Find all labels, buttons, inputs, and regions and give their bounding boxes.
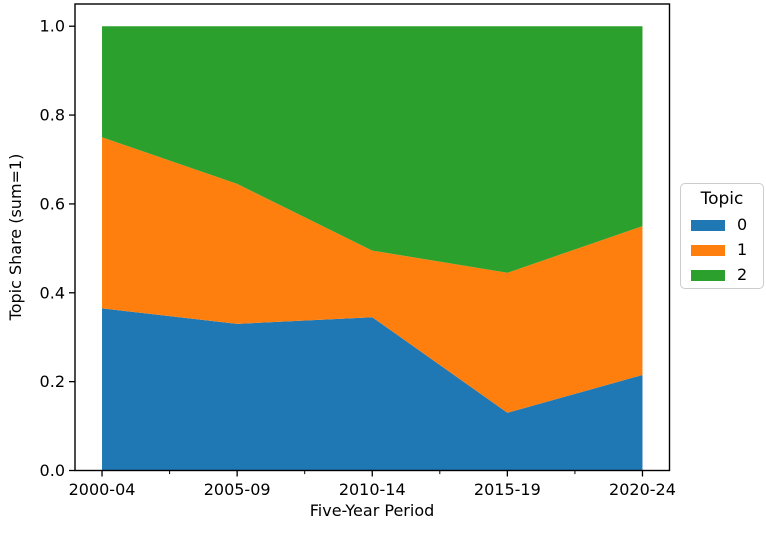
legend-swatch-topic-2 xyxy=(691,269,725,281)
legend-entry-topic-1: 1 xyxy=(691,242,753,258)
axis-tick-labels: 2000-04 2005-09 2010-14 2015-19 2020-24 0.0 0.… xyxy=(40,17,676,499)
x-axis-label: Five-Year Period xyxy=(310,501,435,520)
y-axis-label: Topic Share (sum=1) xyxy=(6,154,25,322)
area-topic-2 xyxy=(102,26,643,273)
area-topic-1 xyxy=(102,137,643,413)
legend-entry-topic-0: 0 xyxy=(691,217,753,233)
x-tick-label: 2020-24 xyxy=(609,480,676,499)
y-tick-label: 0.2 xyxy=(40,372,65,391)
legend-label-topic-1: 1 xyxy=(737,240,748,259)
x-tick-label: 2000-04 xyxy=(69,480,136,499)
legend-swatch-topic-1 xyxy=(691,244,725,256)
legend-label-topic-0: 0 xyxy=(737,215,748,234)
legend-swatch-topic-0 xyxy=(691,219,725,231)
legend: Topic 0 1 2 xyxy=(680,183,764,289)
legend-label-topic-2: 2 xyxy=(737,265,748,284)
y-tick-label: 0.0 xyxy=(40,461,65,480)
axis-ticks xyxy=(69,25,644,477)
x-tick-label: 2010-14 xyxy=(339,480,406,499)
legend-title: Topic xyxy=(700,189,744,209)
stacked-areas xyxy=(102,26,643,471)
y-tick-label: 0.6 xyxy=(40,194,65,213)
x-tick-label: 2005-09 xyxy=(204,480,271,499)
y-tick-label: 0.8 xyxy=(40,106,65,125)
y-tick-label: 1.0 xyxy=(40,17,65,36)
x-tick-label: 2015-19 xyxy=(474,480,541,499)
legend-entry-topic-2: 2 xyxy=(691,267,753,283)
y-tick-label: 0.4 xyxy=(40,283,65,302)
area-topic-0 xyxy=(102,308,643,471)
